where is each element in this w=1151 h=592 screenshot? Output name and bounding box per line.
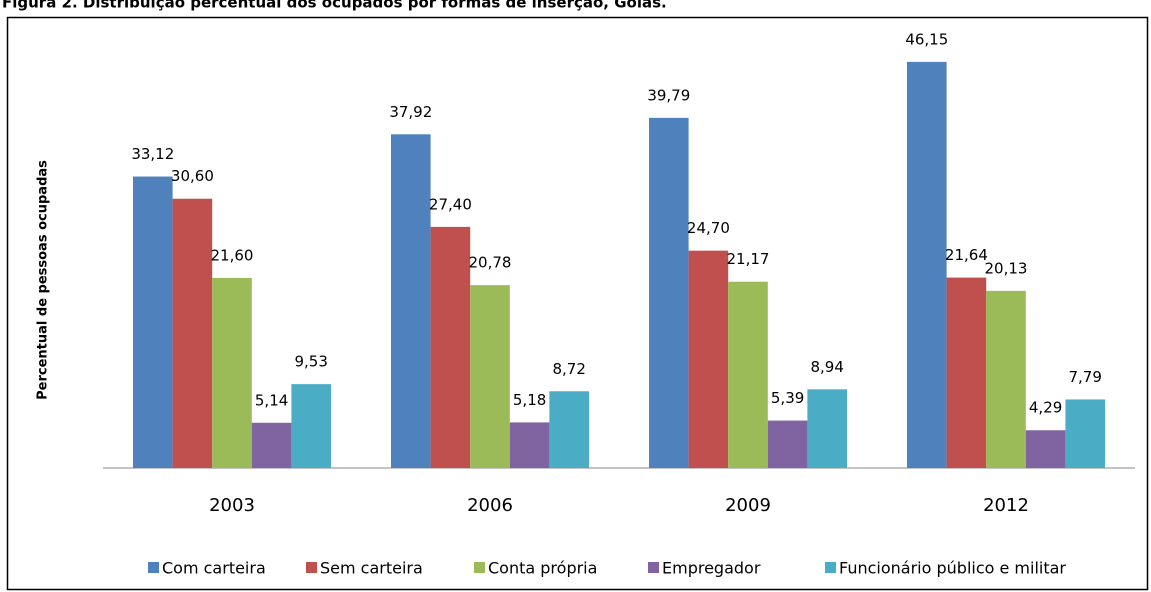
- legend-swatch: [648, 562, 659, 573]
- x-tick-label: 2012: [983, 495, 1029, 516]
- data-label: 39,79: [647, 86, 690, 104]
- data-label: 27,40: [429, 195, 472, 213]
- data-label: 5,18: [513, 391, 546, 409]
- data-label: 5,39: [771, 389, 804, 407]
- data-label: 4,29: [1029, 399, 1062, 417]
- data-label: 37,92: [389, 103, 432, 121]
- bar: [946, 277, 987, 468]
- bar: [649, 117, 689, 469]
- legend-label: Sem carteira: [320, 559, 423, 578]
- legend-swatch: [825, 562, 836, 573]
- bar: [251, 422, 292, 468]
- bar: [767, 420, 808, 468]
- bar: [212, 277, 252, 468]
- data-label: 8,72: [552, 360, 585, 378]
- data-label: 20,78: [469, 254, 512, 272]
- y-axis-label: Percentual de pessoas ocupadas: [36, 160, 51, 400]
- bar: [470, 285, 510, 468]
- bar: [688, 250, 729, 468]
- bar: [728, 281, 768, 468]
- data-label: 8,94: [810, 358, 843, 376]
- bar: [986, 290, 1026, 468]
- bar: [907, 61, 947, 468]
- data-label: 46,15: [905, 30, 948, 48]
- data-label: 33,12: [131, 145, 174, 163]
- bar: [391, 134, 431, 468]
- legend-label: Empregador: [662, 559, 761, 578]
- legend-label: Conta própria: [488, 559, 597, 578]
- bar: [291, 384, 331, 468]
- legend-label: Funcionário público e militar: [839, 559, 1066, 578]
- data-label: 20,13: [985, 259, 1028, 277]
- x-tick-label: 2003: [209, 495, 255, 516]
- legend-swatch: [306, 562, 317, 573]
- data-label: 7,79: [1068, 368, 1101, 386]
- legend-swatch: [474, 562, 485, 573]
- x-tick-label: 2006: [467, 495, 513, 516]
- bar: [1025, 430, 1066, 468]
- bar: [807, 389, 847, 468]
- data-label: 30,60: [171, 167, 214, 185]
- data-label: 21,60: [211, 246, 254, 264]
- legend-label: Com carteira: [162, 559, 266, 578]
- bar: [430, 226, 471, 468]
- bar: [172, 198, 213, 468]
- data-label: 9,53: [294, 353, 327, 371]
- data-label: 5,14: [255, 391, 288, 409]
- data-label: 24,70: [687, 219, 730, 237]
- legend-swatch: [148, 562, 159, 573]
- bar: [549, 391, 589, 468]
- x-tick-label: 2009: [725, 495, 771, 516]
- bar: [509, 422, 550, 468]
- data-label: 21,64: [945, 246, 988, 264]
- bar: [1065, 399, 1105, 468]
- data-label: 21,17: [727, 250, 770, 268]
- chart-title: Figura 2. Distribuição percentual dos oc…: [2, 0, 667, 12]
- bar: [133, 176, 173, 468]
